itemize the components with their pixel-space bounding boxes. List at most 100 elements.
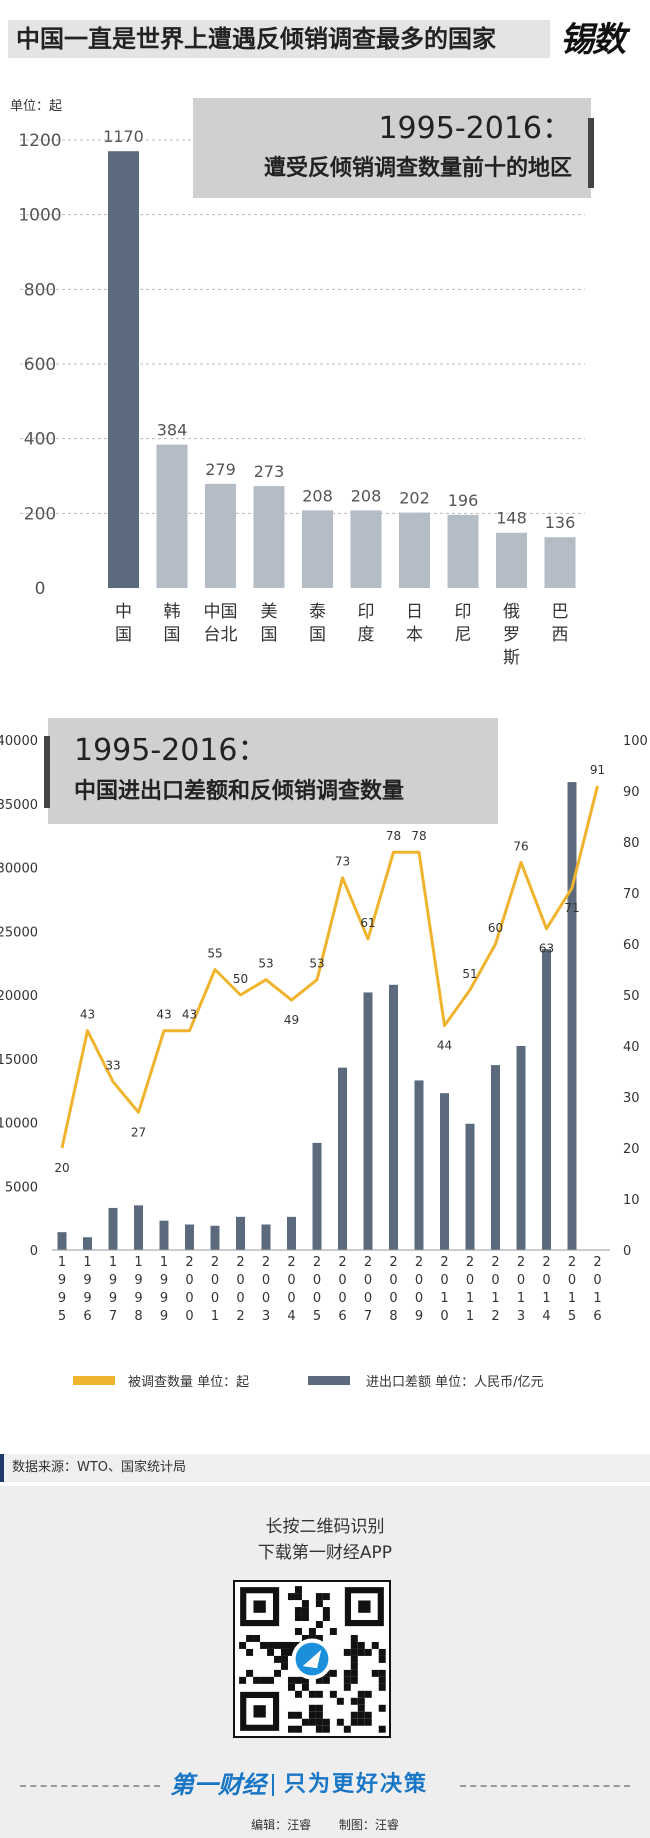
chart1-bar xyxy=(302,510,333,588)
chart2-left-tick-label: 40000 xyxy=(0,734,38,749)
chart2-x-tick-label: 0 xyxy=(491,1273,499,1288)
chart2-x-tick-label: 1 xyxy=(83,1255,91,1270)
chart1-data-label: 148 xyxy=(496,509,527,528)
chart2-left-tick-label: 5000 xyxy=(5,1180,38,1195)
chart2-x-tick-label: 0 xyxy=(262,1291,270,1306)
chart2-x-tick-label: 1 xyxy=(109,1255,117,1270)
chart2-x-tick-label: 2 xyxy=(491,1255,499,1270)
chart1-data-label: 1170 xyxy=(103,127,144,146)
chart1-x-tick-label: 台北 xyxy=(204,625,238,645)
chart1-x-tick-label: 韩 xyxy=(164,602,181,622)
credits: 编辑：汪睿 制图：汪睿 xyxy=(0,1816,650,1833)
chart2-bar xyxy=(108,1207,118,1250)
chart2-x-tick-label: 9 xyxy=(160,1291,168,1306)
chart2-x-tick-label: 1 xyxy=(491,1291,499,1306)
chart2-left-tick-label: 30000 xyxy=(0,862,38,877)
chart1-title-line2: 遭受反倾销调查数量前十的地区 xyxy=(264,155,572,181)
chart2-x-ticks: 1 9 9 5 1 9 9 6 1 9 9 7 1 9 9 8 1 9 9 9 2 0 0 0 2 0 0 1 2 0 0 2 2 0 0 3 2 0 0 4… xyxy=(58,1255,602,1324)
chart2-x-tick-label: 2 xyxy=(185,1255,193,1270)
chart2-x-tick-label: 1 xyxy=(542,1291,550,1306)
chart1-x-tick-label: 国 xyxy=(164,625,181,645)
chart2-title-box: 1995-2016： 中国进出口差额和反倾销调查数量 xyxy=(44,718,498,824)
chart2-line-label: 53 xyxy=(309,957,324,971)
chart1-bar xyxy=(496,532,527,588)
chart2-x-tick-label: 9 xyxy=(160,1273,168,1288)
chart2-x-tick-label: 4 xyxy=(287,1309,295,1324)
chart2-x-tick-label: 2 xyxy=(568,1255,576,1270)
chart2-x-tick-label: 6 xyxy=(338,1309,346,1324)
chart2-bar xyxy=(57,1232,67,1250)
chart2-x-tick-label: 9 xyxy=(415,1309,423,1324)
chart2-x-tick-label: 3 xyxy=(262,1309,270,1324)
chart2-x-tick-label: 0 xyxy=(466,1273,474,1288)
chart2-x-tick-label: 0 xyxy=(440,1273,448,1288)
chart2-x-tick-label: 0 xyxy=(389,1291,397,1306)
chart2-left-tick-label: 20000 xyxy=(0,989,38,1004)
chart2-line-label: 33 xyxy=(105,1059,120,1073)
chart2-x-tick-label: 2 xyxy=(517,1255,525,1270)
chart2-line-label: 43 xyxy=(156,1008,171,1022)
chart2-x-tick-label: 0 xyxy=(262,1273,270,1288)
chart1-y-tick-label: 200 xyxy=(24,504,56,524)
chart2-x-tick-label: 0 xyxy=(236,1291,244,1306)
chart2-x-tick-label: 8 xyxy=(389,1309,397,1324)
chart2-line-label: 27 xyxy=(131,1125,146,1139)
chart2-x-tick-label: 0 xyxy=(517,1273,525,1288)
slogan-divider-right xyxy=(460,1785,630,1787)
chart1-data-label: 384 xyxy=(157,421,188,440)
chart2-line-label: 43 xyxy=(80,1008,95,1022)
chart2-right-tick-label: 0 xyxy=(623,1244,631,1259)
chart2-x-tick-label: 0 xyxy=(287,1291,295,1306)
chart2-bar xyxy=(83,1237,92,1250)
chart2-title-line1: 1995-2016： xyxy=(74,733,268,768)
chart1-y-tick-label: 400 xyxy=(24,430,56,450)
chart2-right-tick-label: 90 xyxy=(623,785,640,800)
chart2-x-tick-label: 0 xyxy=(568,1273,576,1288)
chart2-line-label: 60 xyxy=(488,921,503,935)
chart2-x-tick-label: 7 xyxy=(364,1309,372,1324)
qr-code-icon[interactable] xyxy=(233,1580,391,1738)
chart-top-regions: 0 200 400 600 800 1000 1200 单位：起 1170 384 279 273… xyxy=(10,98,594,668)
chart2-line-label: 71 xyxy=(564,901,579,915)
chart2-x-tick-label: 0 xyxy=(415,1273,423,1288)
chart1-x-tick-label: 巴 xyxy=(552,602,569,622)
chart2-x-tick-label: 0 xyxy=(415,1291,423,1306)
chart2-x-tick-label: 2 xyxy=(211,1255,219,1270)
chart2-bar xyxy=(159,1220,169,1250)
chart2-bar xyxy=(567,782,577,1250)
chart2-bar xyxy=(338,1067,347,1250)
page-title: 中国一直是世界上遭遇反倾销调查最多的国家 xyxy=(16,25,496,53)
chart2-bar xyxy=(542,949,551,1250)
chart1-title-bg xyxy=(193,98,591,198)
chart1-bar xyxy=(447,514,479,588)
chart1-x-tick-label: 印 xyxy=(358,602,375,622)
chart2-right-tick-label: 100 xyxy=(623,734,648,749)
chart2-x-tick-label: 1 xyxy=(466,1291,474,1306)
chart1-y-tick-label: 600 xyxy=(24,355,56,375)
chart2-x-tick-label: 2 xyxy=(262,1255,270,1270)
chart2-bar xyxy=(185,1224,194,1250)
chart2-x-tick-label: 0 xyxy=(364,1273,372,1288)
brand-logo: 锡数 xyxy=(560,18,642,62)
chart2-x-tick-label: 2 xyxy=(338,1255,346,1270)
chart2-x-tick-label: 2 xyxy=(593,1255,601,1270)
chart2-bar xyxy=(236,1216,245,1250)
chart2-x-tick-label: 0 xyxy=(287,1273,295,1288)
chart2-x-tick-label: 2 xyxy=(236,1309,244,1324)
chart2-bar xyxy=(516,1046,526,1250)
chart2-x-tick-label: 0 xyxy=(338,1273,346,1288)
chart2-x-tick-label: 3 xyxy=(517,1309,525,1324)
legend-bar-label: 进出口差额 单位：人民币/亿元 xyxy=(366,1375,544,1390)
chart2-x-tick-label: 9 xyxy=(109,1273,117,1288)
slogan-divider-left xyxy=(20,1785,160,1787)
chart1-data-label: 196 xyxy=(448,491,479,510)
footer: 长按二维码识别 下载第一财经APP 第一财经 只为更好决策 编辑：汪睿 制图：汪… xyxy=(0,1486,650,1838)
chart1-bar xyxy=(544,537,576,588)
footer-logo: 第一财经 xyxy=(170,1771,266,1799)
chart1-data-label: 202 xyxy=(399,489,430,508)
chart2-x-tick-label: 2 xyxy=(389,1255,397,1270)
chart2-title-accent xyxy=(44,736,50,808)
chart2-x-tick-label: 1 xyxy=(211,1309,219,1324)
chart2-left-tick-label: 25000 xyxy=(0,925,38,940)
chart1-y-tick-label: 1200 xyxy=(18,131,61,151)
